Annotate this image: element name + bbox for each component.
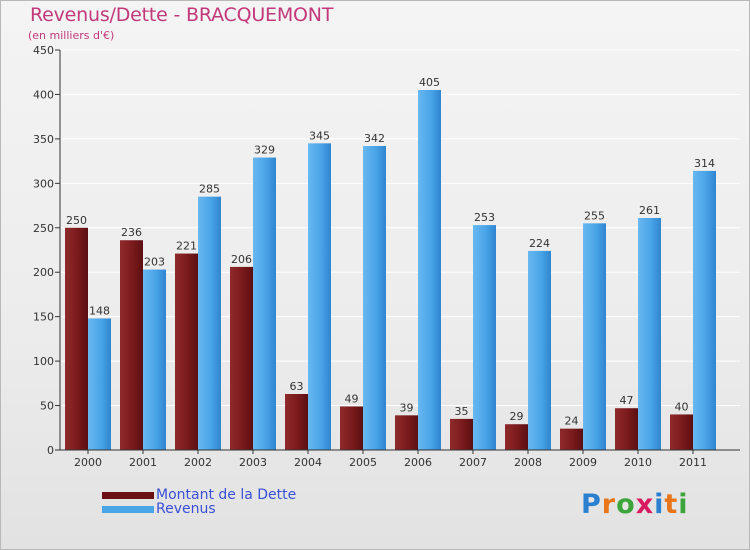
legend-item-revenus: Revenus [102,501,216,517]
data-label-revenus-2003: 329 [254,144,275,157]
legend-swatch-debt [102,491,154,499]
bar-revenus-2001 [143,269,166,450]
bar-debt-2009 [560,428,583,450]
data-label-revenus-2008: 224 [529,237,550,250]
bar-debt-2005 [340,406,363,450]
data-label-debt-2004: 63 [290,380,304,393]
bar-revenus-2011 [693,170,716,450]
bars [65,90,716,451]
bar-debt-2001 [120,240,143,450]
x-tick-label-2004: 2004 [294,456,322,469]
data-label-revenus-2009: 255 [584,209,605,222]
axes: 0 50 100 150 200 250 300 350 400 450 2000 2001 2002 2… [33,44,740,469]
bar-debt-2010 [615,408,638,450]
logo-letter: o [616,489,636,520]
bar-revenus-2006 [418,90,441,450]
data-label-debt-2000: 250 [66,214,87,227]
bar-debt-2007 [450,418,473,450]
legend-item-debt: Montant de la Dette [102,487,296,503]
x-tick-label-2002: 2002 [184,456,212,469]
bar-revenus-2004 [308,143,331,451]
data-label-debt-2002: 221 [176,240,197,253]
data-label-revenus-2004: 345 [309,129,330,142]
bar-revenus-2005 [363,146,386,450]
bar-revenus-2010 [638,218,661,450]
data-label-debt-2003: 206 [231,253,252,266]
y-tick-label-300: 300 [33,177,54,190]
y-tick-label-350: 350 [33,133,54,146]
data-label-revenus-2011: 314 [694,157,715,170]
bar-debt-2004 [285,394,308,450]
data-label-debt-2009: 24 [565,415,579,428]
legend-swatch-revenus [102,505,154,513]
logo-letter: x [635,489,655,520]
data-label-debt-2005: 49 [345,392,359,405]
data-label-revenus-2005: 342 [364,132,385,145]
data-label-revenus-2007: 253 [474,211,495,224]
y-tick-label-250: 250 [33,222,54,235]
y-tick-label-150: 150 [33,311,54,324]
logo-letter: r [601,489,617,520]
legend-label-revenus: Revenus [156,501,216,517]
bar-debt-2000 [65,227,88,450]
data-label-debt-2011: 40 [675,400,689,413]
x-tick-label-2008: 2008 [514,456,542,469]
bar-debt-2006 [395,415,418,450]
data-label-debt-2001: 236 [121,226,142,239]
x-tick-label-2001: 2001 [129,456,157,469]
data-label-revenus-2000: 148 [89,304,110,317]
data-label-revenus-2006: 405 [419,76,440,89]
data-label-debt-2007: 35 [455,405,469,418]
logo-letter: t [664,489,679,520]
bar-revenus-2008 [528,250,551,450]
bar-revenus-2009 [583,223,606,450]
y-tick-label-0: 0 [47,444,54,457]
bar-revenus-2007 [473,225,496,450]
bar-revenus-2002 [198,196,221,450]
y-tick-label-450: 450 [33,44,54,57]
x-tick-label-2000: 2000 [74,456,102,469]
x-tick-label-2011: 2011 [679,456,707,469]
logo-letter: P [581,489,602,520]
bar-revenus-2003 [253,157,276,451]
y-tick-label-50: 50 [40,400,54,413]
data-label-revenus-2001: 203 [144,256,165,269]
x-tick-label-2009: 2009 [569,456,597,469]
chart-subtitle: (en milliers d'€) [28,29,115,42]
x-tick-label-2003: 2003 [239,456,267,469]
bar-debt-2002 [175,253,198,450]
x-tick-label-2010: 2010 [624,456,652,469]
chart-title: Revenus/Dette - BRACQUEMONT [30,4,334,26]
gridlines [60,49,740,407]
bar-revenus-2000 [88,318,111,450]
bar-debt-2011 [670,414,693,450]
y-tick-label-100: 100 [33,355,54,368]
data-label-revenus-2010: 261 [639,204,660,217]
x-tick-label-2006: 2006 [404,456,432,469]
data-label-debt-2006: 39 [400,401,414,414]
x-tick-label-2007: 2007 [459,456,487,469]
legend-label-debt: Montant de la Dette [156,487,297,503]
y-tick-label-200: 200 [33,266,54,279]
data-labels: 250 148 236 203 221 285 206 329 63 345 49 342 39 405 3… [66,76,715,428]
y-tick-label-400: 400 [33,88,54,101]
data-label-debt-2010: 47 [620,394,634,407]
logo-letter: i [654,489,665,520]
bar-debt-2003 [230,266,253,450]
x-tick-label-2005: 2005 [349,456,377,469]
data-label-debt-2008: 29 [510,410,524,423]
bar-debt-2008 [505,424,528,450]
data-label-revenus-2002: 285 [199,183,220,196]
proxiti-logo: Proxiti [581,489,689,520]
logo-letter: i [678,489,689,520]
